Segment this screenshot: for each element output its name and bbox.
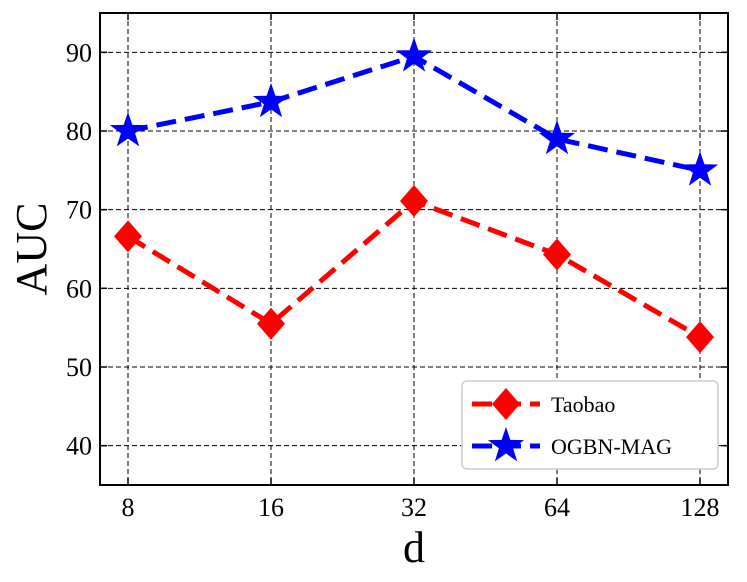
y-tick-label: 90 xyxy=(66,38,92,67)
series-layer xyxy=(109,37,719,354)
data-point-ogbn-mag xyxy=(395,37,433,72)
data-point-taobao xyxy=(686,321,714,354)
series-ogbn-mag xyxy=(109,37,719,186)
data-point-taobao xyxy=(400,185,428,218)
y-tick-label: 60 xyxy=(66,274,92,303)
series-taobao xyxy=(114,185,714,354)
x-tick-label: 128 xyxy=(681,493,720,522)
x-tick-label: 8 xyxy=(122,493,135,522)
data-point-ogbn-mag xyxy=(538,119,576,155)
y-tick-label: 80 xyxy=(66,117,92,146)
legend-label-taobao: Taobao xyxy=(551,392,615,417)
y-tick-label: 40 xyxy=(66,432,92,461)
data-point-ogbn-mag xyxy=(252,82,290,118)
x-tick-label: 32 xyxy=(401,493,427,522)
x-tick-label: 16 xyxy=(258,493,284,522)
data-point-taobao xyxy=(543,238,571,271)
y-axis-title: AUC xyxy=(7,203,56,296)
y-tick-label: 50 xyxy=(66,353,92,382)
legend-marker-taobao xyxy=(492,388,520,420)
x-axis-title: d xyxy=(403,523,425,572)
x-tick-label: 64 xyxy=(544,493,570,522)
axis-ticks: 8 16 32 64 128 40 50 60 70 80 90 xyxy=(66,13,728,522)
data-point-ogbn-mag xyxy=(109,112,147,147)
data-point-taobao xyxy=(114,220,142,253)
legend-marker-ogbn-mag xyxy=(487,427,525,462)
legend-label-ogbn-mag: OGBN-MAG xyxy=(551,434,672,459)
data-point-ogbn-mag xyxy=(681,151,719,186)
data-point-taobao xyxy=(257,307,285,340)
y-tick-label: 70 xyxy=(66,196,92,225)
legend: Taobao OGBN-MAG xyxy=(461,380,719,470)
legend-box xyxy=(461,380,719,470)
